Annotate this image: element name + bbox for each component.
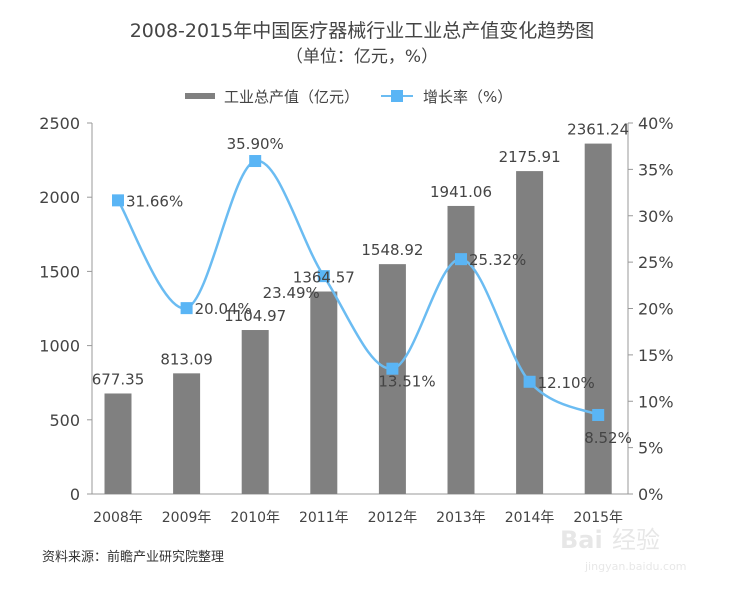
x-tick-label: 2010年 (230, 510, 280, 526)
growth-value-label: 25.32% (469, 251, 526, 269)
growth-value-label: 35.90% (227, 135, 284, 153)
chart-subtitle: （单位：亿元，%） (286, 47, 438, 67)
right-tick-label: 20% (638, 300, 674, 319)
data-labels: 677.35 813.09 1104.97 1364.57 1548.92 1941.06… (92, 121, 632, 447)
legend: 工业总产值（亿元） 增长率（%） (185, 88, 512, 106)
x-tick-label: 2008年 (93, 510, 143, 526)
watermark-logo: Bai 经验 jingyan.baidu.com (560, 526, 687, 573)
left-tick-label: 2500 (39, 114, 80, 133)
growth-marker (455, 253, 467, 266)
left-tick-label: 1500 (39, 262, 80, 281)
left-tick-label: 0 (70, 485, 80, 504)
right-tick-label: 0% (638, 485, 663, 504)
x-tick-label: 2011年 (299, 510, 349, 526)
left-tick-label: 1000 (39, 337, 80, 356)
x-tick-label: 2012年 (368, 510, 418, 526)
bar (447, 205, 475, 494)
bar (516, 171, 544, 494)
right-tick-label: 40% (638, 114, 674, 133)
growth-marker (112, 194, 124, 207)
svg-text:Bai: Bai (560, 526, 603, 554)
right-tick-label: 15% (638, 346, 674, 365)
svg-text:经验: 经验 (612, 526, 660, 554)
growth-line (112, 155, 605, 421)
left-tick-label: 2000 (39, 188, 80, 207)
bar-value-label: 677.35 (92, 370, 145, 388)
bar (310, 291, 338, 494)
bar-value-label: 813.09 (160, 350, 213, 368)
growth-value-label: 20.04% (195, 300, 252, 318)
x-tick-label: 2014年 (505, 510, 555, 526)
growth-marker (317, 270, 330, 283)
bar-value-label: 2175.91 (499, 148, 561, 166)
right-tick-label: 25% (638, 253, 674, 272)
legend-bar-swatch (185, 93, 215, 99)
legend-bar-label: 工业总产值（亿元） (224, 88, 359, 106)
bars (104, 143, 612, 494)
bar-value-label: 1364.57 (293, 268, 355, 286)
bar (378, 264, 406, 494)
growth-value-label: 8.52% (584, 429, 632, 447)
bar-value-label: 1941.06 (430, 183, 492, 201)
bar-value-label: 1548.92 (361, 241, 423, 259)
bar (241, 330, 269, 494)
chart-title: 2008-2015年中国医疗器械行业工业总产值变化趋势图 (130, 20, 595, 42)
growth-value-label: 31.66% (126, 192, 183, 210)
bar-value-label: 2361.24 (567, 121, 629, 139)
growth-value-label: 12.10% (538, 374, 595, 392)
x-tick-label: 2015年 (573, 510, 623, 526)
growth-marker (180, 302, 193, 315)
growth-marker (523, 375, 536, 388)
legend-line-label: 增长率（%） (423, 88, 512, 106)
bar (584, 143, 612, 494)
growth-marker (592, 408, 605, 421)
right-tick-label: 5% (638, 439, 663, 458)
right-tick-label: 10% (638, 392, 674, 411)
x-tick-label: 2013年 (436, 510, 486, 526)
x-tick-label: 2009年 (162, 510, 212, 526)
bar (173, 373, 201, 494)
legend-line-marker (391, 90, 403, 102)
right-tick-label: 30% (638, 207, 674, 226)
growth-marker (249, 155, 262, 168)
left-tick-label: 500 (49, 411, 80, 430)
source-note: 资料来源：前瞻产业研究院整理 (42, 549, 224, 565)
growth-marker (386, 362, 399, 375)
growth-value-label: 13.51% (378, 373, 435, 391)
growth-value-label: 23.49% (263, 284, 320, 302)
bar (104, 393, 132, 494)
svg-text:jingyan.baidu.com: jingyan.baidu.com (584, 560, 687, 573)
right-tick-label: 35% (638, 160, 674, 179)
bar-value-label: 1104.97 (224, 307, 286, 325)
axes: 0 500 1000 1500 2000 2500 0% 5% 10% 15% 20% 25% 30% 3… (39, 114, 673, 526)
